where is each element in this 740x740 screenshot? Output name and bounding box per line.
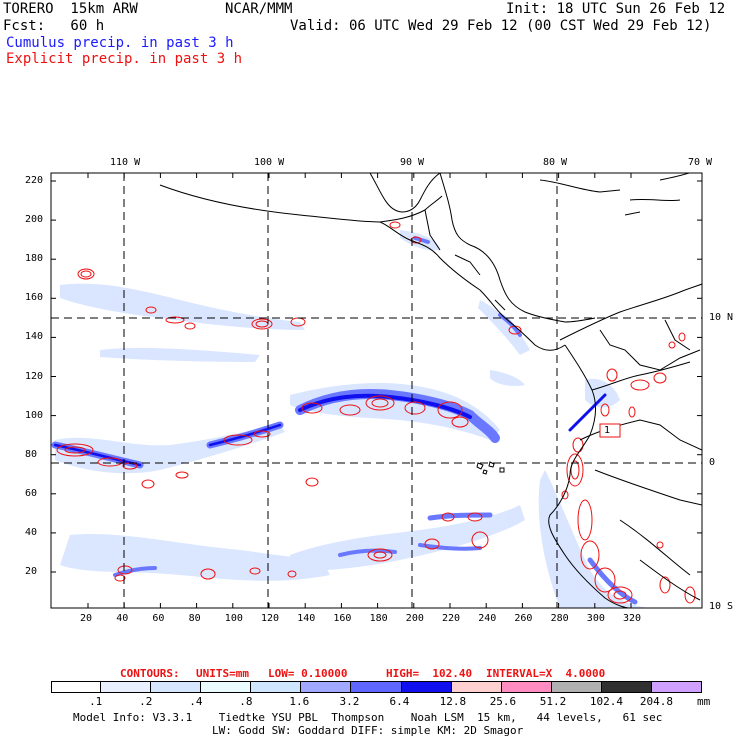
colorbar-swatch <box>151 681 202 693</box>
model-info: Model Info: V3.3.1 Tiedtke YSU PBL Thomp… <box>73 711 663 724</box>
colorbar-swatch <box>551 681 602 693</box>
contours-high: HIGH= 102.40 <box>386 667 473 680</box>
colorbar-swatch <box>351 681 402 693</box>
colorbar-swatch <box>401 681 452 693</box>
explicit-precip-label: Explicit precip. in past 3 h <box>6 51 243 67</box>
coastlines <box>159 173 702 608</box>
x-tick-label: 20 <box>80 613 93 624</box>
init-time: Init: 18 UTC Sun 26 Feb 12 <box>506 1 726 17</box>
colorbar-swatch <box>251 681 302 693</box>
colorbar-label: 25.6 <box>489 695 517 708</box>
x-tick-label: 320 <box>623 613 642 624</box>
y-tick-label: 120 <box>25 370 44 382</box>
x-tick-label: 140 <box>297 613 316 624</box>
station-marker <box>599 423 621 438</box>
x-tick-label: 300 <box>586 613 605 624</box>
colorbar-label: .1 <box>89 695 103 708</box>
lon-label-80w: 80 W <box>543 157 568 168</box>
colorbar-swatch <box>501 681 552 693</box>
y-tick-label: 100 <box>25 409 44 421</box>
colorbar-label: .8 <box>239 695 253 708</box>
lat-label-0: 0 <box>709 457 716 468</box>
colorbar-label: .2 <box>139 695 153 708</box>
y-tick-label: 40 <box>25 526 38 538</box>
colorbar-label: 204.8 <box>639 695 674 708</box>
colorbar-label: 12.8 <box>439 695 467 708</box>
y-tick-label: 20 <box>25 566 38 577</box>
lat-label-10n: 10 N <box>709 312 734 323</box>
org-label: NCAR/MMM <box>225 1 293 17</box>
contours-low: LOW= 0.10000 <box>268 667 348 680</box>
station-label: 1 <box>604 425 611 436</box>
x-tick-label: 40 <box>116 613 129 624</box>
x-tick-label: 260 <box>514 613 533 624</box>
x-tick-label: 240 <box>478 613 497 624</box>
x-tick-label: 60 <box>152 613 165 624</box>
y-tick-label: 180 <box>25 253 44 265</box>
valid-time: Valid: 06 UTC Wed 29 Feb 12 (00 CST Wed … <box>290 18 712 34</box>
lon-label-110w: 110 W <box>110 157 141 168</box>
colorbar-label: 3.2 <box>339 695 360 708</box>
colorbar-swatch <box>101 681 152 693</box>
colorbar-unit: mm <box>697 695 711 708</box>
contours-units: UNITS=mm <box>196 667 249 680</box>
x-tick-label: 80 <box>188 613 201 624</box>
x-tick-label: 280 <box>550 613 569 624</box>
contours-title: CONTOURS: <box>120 667 180 680</box>
colorbar-swatch <box>201 681 252 693</box>
colorbar-label: 102.4 <box>589 695 623 708</box>
colorbar-swatch <box>51 681 102 693</box>
x-tick-label: 200 <box>405 613 424 624</box>
explicit-precip-contours <box>56 221 696 604</box>
colorbar-label: 51.2 <box>539 695 567 708</box>
x-tick-label: 120 <box>261 613 280 624</box>
x-tick-label: 220 <box>442 613 461 624</box>
y-tick-label: 140 <box>25 331 44 343</box>
model-title: TORERO 15km ARW <box>3 1 138 17</box>
cumulus-precip-label: Cumulus precip. in past 3 h <box>6 35 234 51</box>
colorbar-swatch <box>301 681 352 693</box>
colorbar-swatch <box>451 681 502 693</box>
contours-interval: INTERVAL=X 4.0000 <box>486 667 606 680</box>
colorbar-label: 1.6 <box>289 695 310 708</box>
y-tick-label: 160 <box>25 292 44 304</box>
x-tick-label: 100 <box>224 613 243 624</box>
y-tick-label: 60 <box>25 487 38 499</box>
colorbar-label: .4 <box>189 695 203 708</box>
colorbar-label: 6.4 <box>389 695 410 708</box>
x-tick-label: 180 <box>369 613 388 624</box>
lat-lon-grid <box>51 173 702 608</box>
lon-label-100w: 100 W <box>254 157 285 168</box>
y-tick-label: 220 <box>25 175 44 186</box>
y-tick-label: 80 <box>25 448 38 460</box>
x-tick-label: 160 <box>333 613 352 624</box>
model-physics: LW: Godd SW: Goddard DIFF: simple KM: 2D… <box>212 724 524 737</box>
forecast-hour: Fcst: 60 h <box>3 18 105 34</box>
lat-label-10s: 10 S <box>709 601 734 612</box>
y-tick-label: 200 <box>25 214 44 226</box>
colorbar-swatch <box>601 681 652 693</box>
lon-label-70w: 70 W <box>688 157 713 168</box>
map-frame <box>50 172 703 609</box>
colorbar-frame <box>51 681 702 693</box>
lon-label-90w: 90 W <box>400 157 425 168</box>
